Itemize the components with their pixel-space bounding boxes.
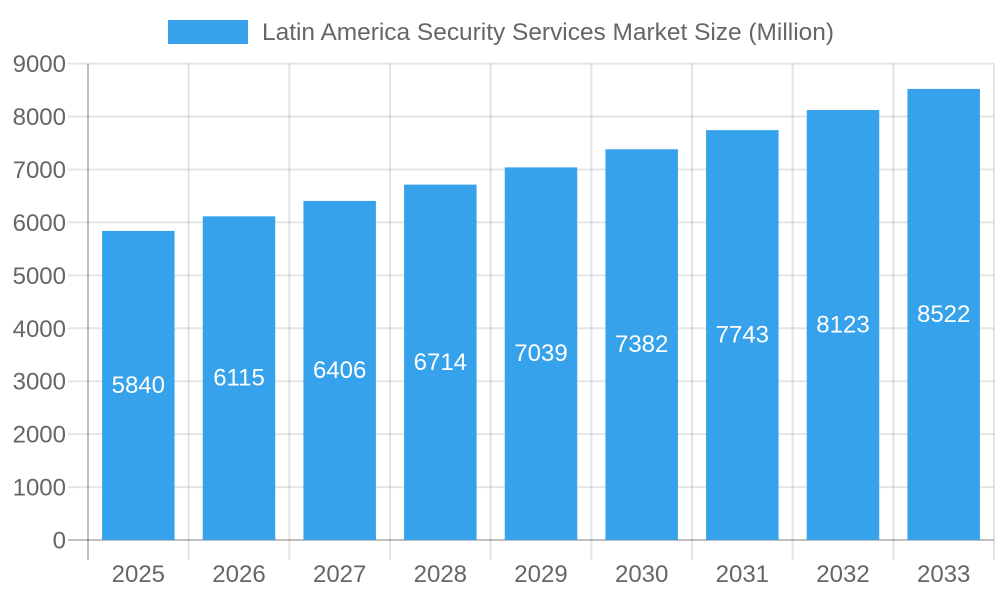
svg-text:8522: 8522 bbox=[917, 301, 970, 328]
svg-text:2030: 2030 bbox=[615, 561, 668, 588]
svg-text:9000: 9000 bbox=[13, 51, 66, 78]
svg-text:7743: 7743 bbox=[716, 322, 769, 349]
svg-text:6714: 6714 bbox=[414, 349, 467, 376]
svg-text:4000: 4000 bbox=[13, 316, 66, 343]
svg-text:2025: 2025 bbox=[112, 561, 165, 588]
svg-text:2028: 2028 bbox=[414, 561, 467, 588]
svg-text:8123: 8123 bbox=[816, 312, 869, 339]
svg-text:2027: 2027 bbox=[313, 561, 366, 588]
svg-text:6000: 6000 bbox=[13, 210, 66, 237]
svg-text:2031: 2031 bbox=[716, 561, 769, 588]
svg-text:3000: 3000 bbox=[13, 369, 66, 396]
svg-text:7039: 7039 bbox=[514, 340, 567, 367]
svg-text:8000: 8000 bbox=[13, 104, 66, 131]
svg-text:2029: 2029 bbox=[514, 561, 567, 588]
svg-text:6115: 6115 bbox=[213, 365, 265, 392]
svg-text:7000: 7000 bbox=[13, 157, 66, 184]
svg-text:2000: 2000 bbox=[13, 422, 66, 449]
svg-text:2026: 2026 bbox=[212, 561, 265, 588]
svg-text:Latin America Security Service: Latin America Security Services Market S… bbox=[262, 19, 834, 46]
svg-text:2032: 2032 bbox=[816, 561, 869, 588]
svg-text:2033: 2033 bbox=[917, 561, 970, 588]
svg-text:1000: 1000 bbox=[13, 475, 66, 502]
svg-text:5000: 5000 bbox=[13, 263, 66, 290]
svg-text:5840: 5840 bbox=[112, 372, 165, 399]
svg-text:6406: 6406 bbox=[313, 357, 366, 384]
svg-text:7382: 7382 bbox=[615, 331, 668, 358]
svg-text:0: 0 bbox=[53, 528, 66, 555]
